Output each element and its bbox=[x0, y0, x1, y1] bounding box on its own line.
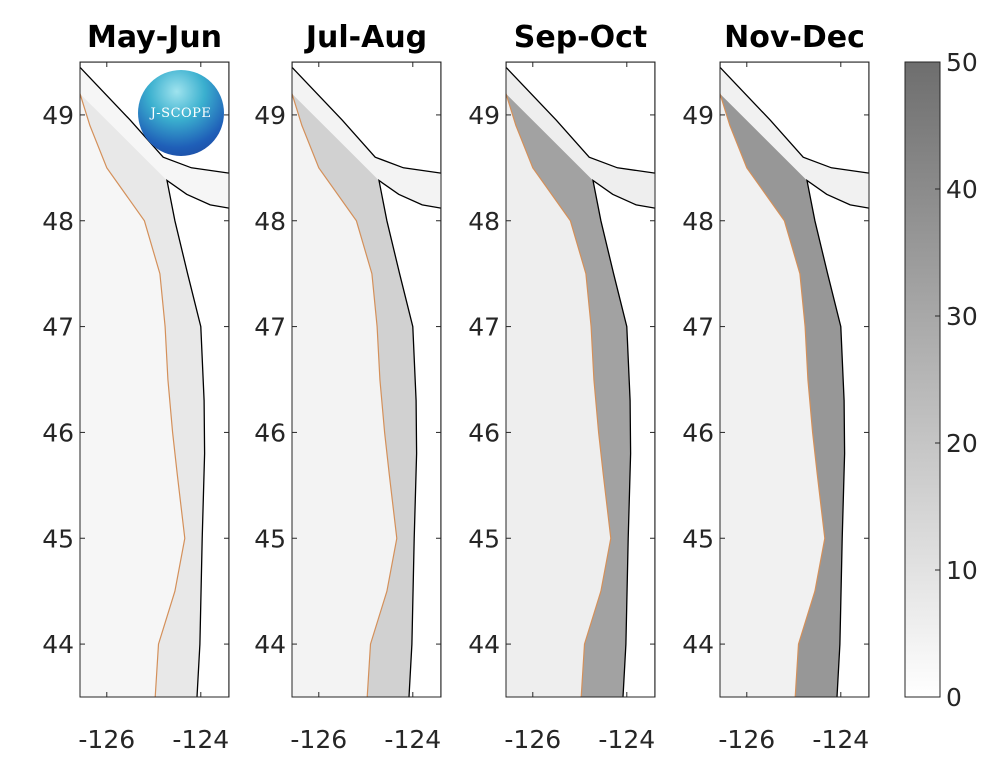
shelf-field bbox=[80, 93, 205, 697]
y-tick-label: 46 bbox=[682, 418, 714, 447]
y-tick-label: 47 bbox=[682, 313, 714, 342]
y-tick-label: 49 bbox=[42, 101, 74, 130]
y-tick-label: 48 bbox=[468, 207, 500, 236]
y-tick-label: 44 bbox=[468, 630, 500, 659]
panel-frame bbox=[505, 61, 656, 698]
y-tick-label: 45 bbox=[468, 524, 500, 553]
shelf-field bbox=[720, 93, 845, 697]
panel-title: Nov-Dec bbox=[724, 20, 865, 55]
isobath-200m bbox=[80, 93, 186, 697]
isobath-200m bbox=[292, 93, 398, 697]
y-tick-label: 45 bbox=[42, 524, 74, 553]
colorbar-tick-label: 0 bbox=[946, 683, 962, 712]
panel-frame bbox=[719, 61, 870, 698]
map-panel-jul-aug bbox=[292, 62, 441, 697]
panel-title: Jul-Aug bbox=[304, 20, 427, 55]
y-tick-label: 44 bbox=[254, 630, 286, 659]
y-tick-label: 48 bbox=[254, 207, 286, 236]
colorbar-tick-label: 20 bbox=[946, 429, 978, 458]
y-tick-label: 49 bbox=[254, 101, 286, 130]
land bbox=[592, 179, 655, 697]
x-tick-label: -124 bbox=[598, 725, 655, 754]
isobath-200m bbox=[720, 93, 826, 697]
y-tick-label: 45 bbox=[682, 524, 714, 553]
y-tick-label: 48 bbox=[42, 207, 74, 236]
colorbar-tick-label: 30 bbox=[946, 302, 978, 331]
land bbox=[166, 179, 229, 697]
y-tick-label: 49 bbox=[682, 101, 714, 130]
y-tick-label: 47 bbox=[468, 313, 500, 342]
panel-title: May-Jun bbox=[87, 20, 222, 55]
y-tick-label: 48 bbox=[682, 207, 714, 236]
shelf-field bbox=[292, 93, 417, 697]
y-tick-label: 49 bbox=[468, 101, 500, 130]
x-tick-label: -124 bbox=[172, 725, 229, 754]
y-tick-label: 44 bbox=[682, 630, 714, 659]
x-tick-label: -124 bbox=[812, 725, 869, 754]
x-tick-label: -126 bbox=[504, 725, 561, 754]
colorbar-tick-label: 10 bbox=[946, 556, 978, 585]
j-scope-logo: J-SCOPE bbox=[138, 70, 224, 156]
colorbar-tick-label: 50 bbox=[946, 48, 978, 77]
colorbar-tick-label: 40 bbox=[946, 175, 978, 204]
y-tick-label: 46 bbox=[42, 418, 74, 447]
colorbar bbox=[904, 61, 941, 698]
y-tick-label: 45 bbox=[254, 524, 286, 553]
isobath-200m bbox=[506, 93, 612, 697]
vancouver-island bbox=[292, 62, 441, 174]
panel-title: Sep-Oct bbox=[514, 20, 648, 55]
land bbox=[806, 179, 869, 697]
x-tick-label: -126 bbox=[718, 725, 775, 754]
y-tick-label: 46 bbox=[254, 418, 286, 447]
land bbox=[378, 179, 441, 697]
logo-text: J-SCOPE bbox=[150, 105, 212, 121]
shelf-field bbox=[506, 93, 631, 697]
y-tick-label: 44 bbox=[42, 630, 74, 659]
y-tick-label: 47 bbox=[42, 313, 74, 342]
y-tick-label: 47 bbox=[254, 313, 286, 342]
map-panel-nov-dec bbox=[720, 62, 869, 697]
y-tick-label: 46 bbox=[468, 418, 500, 447]
x-tick-label: -124 bbox=[384, 725, 441, 754]
vancouver-island bbox=[720, 62, 869, 174]
map-panel-may-jun bbox=[80, 62, 229, 697]
map-panel-sep-oct bbox=[506, 62, 655, 697]
panel-frame bbox=[291, 61, 442, 698]
vancouver-island bbox=[506, 62, 655, 174]
x-tick-label: -126 bbox=[78, 725, 135, 754]
x-tick-label: -126 bbox=[290, 725, 347, 754]
panel-frame bbox=[79, 61, 230, 698]
